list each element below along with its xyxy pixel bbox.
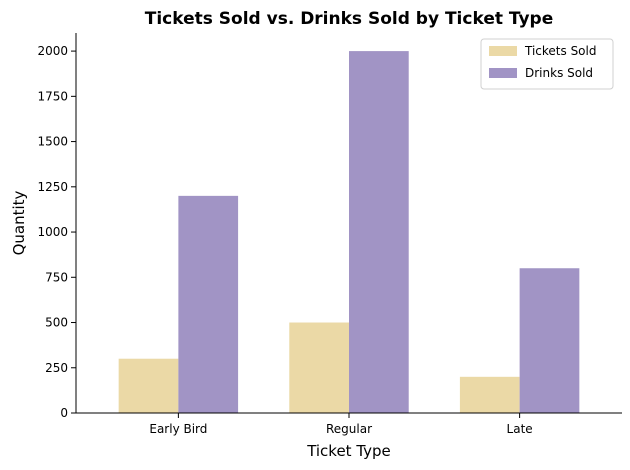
y-tick-label: 2000 (37, 44, 68, 58)
bar-tickets-sold-regular (289, 322, 349, 413)
legend: Tickets Sold Drinks Sold (480, 38, 614, 90)
bar-tickets-sold-late (459, 376, 520, 413)
bar-drinks-sold-regular (349, 51, 409, 413)
y-tick-label: 750 (45, 270, 68, 284)
legend-swatch-tickets-sold (489, 46, 517, 56)
y-tick-label: 1500 (37, 135, 68, 149)
y-axis-label: Quantity (10, 190, 28, 255)
y-tick-label: 500 (45, 316, 68, 330)
bar-drinks-sold-early-bird (178, 195, 239, 413)
legend-label-tickets-sold: Tickets Sold (524, 44, 596, 58)
legend-label-drinks-sold: Drinks Sold (525, 66, 593, 80)
y-tick-label: 0 (60, 406, 68, 420)
plot-area (118, 51, 580, 413)
legend-swatch-drinks-sold (489, 68, 517, 78)
x-axis-label: Ticket Type (306, 442, 391, 460)
x-tick-label: Regular (326, 422, 372, 436)
axes: 0 250 500 750 1000 1250 1500 1750 2000 Early Bird… (37, 33, 622, 436)
x-tick-label: Early Bird (149, 422, 207, 436)
y-tick-label: 1250 (37, 180, 68, 194)
bar-drinks-sold-late (519, 268, 580, 413)
x-tick-label: Late (507, 422, 533, 436)
bar-tickets-sold-early-bird (118, 358, 179, 413)
y-tick-label: 250 (45, 361, 68, 375)
chart-title: Tickets Sold vs. Drinks Sold by Ticket T… (145, 9, 554, 29)
y-tick-label: 1000 (37, 225, 68, 239)
y-tick-label: 1750 (37, 89, 68, 103)
